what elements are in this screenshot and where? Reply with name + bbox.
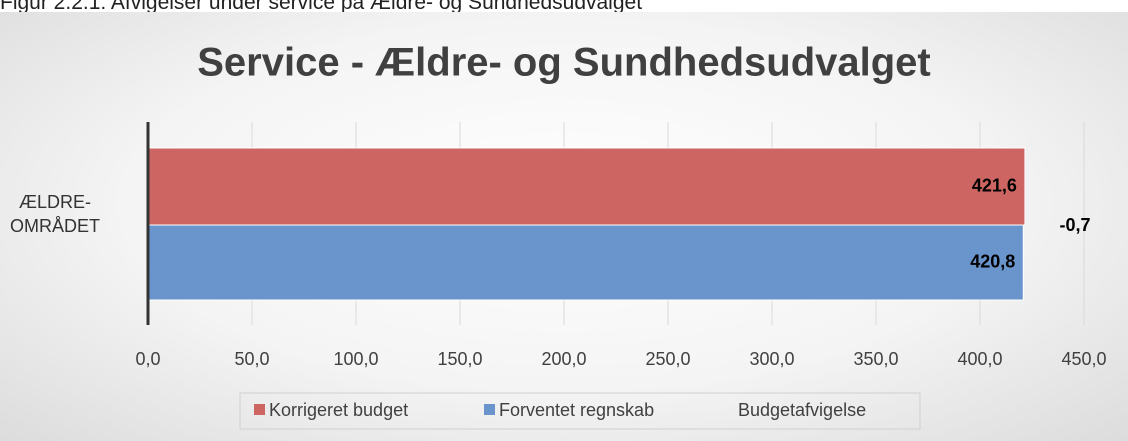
- x-tick-label: 300,0: [749, 349, 794, 369]
- bar: [147, 147, 1026, 226]
- legend-box: [239, 392, 921, 430]
- legend-swatch: [254, 404, 265, 415]
- x-tick-label: 400,0: [957, 349, 1002, 369]
- category-label: ÆLDRE-OMRÅDET: [10, 192, 100, 236]
- caption: Figur 2.2.1: Afvigelser under service på…: [0, 0, 643, 14]
- chart-title: Service - Ældre- og Sundhedsudvalget: [197, 41, 930, 85]
- data-label: 420,8: [970, 251, 1015, 271]
- x-tick-label: 0,0: [135, 349, 160, 369]
- legend-label: Budgetafvigelse: [738, 400, 866, 420]
- x-tick-label: 150,0: [437, 349, 482, 369]
- x-tick-label: 250,0: [645, 349, 690, 369]
- legend-label: Forventet regnskab: [499, 400, 654, 420]
- x-tick-label: 200,0: [541, 349, 586, 369]
- legend-label: Korrigeret budget: [269, 400, 408, 420]
- x-tick-label: 450,0: [1061, 349, 1106, 369]
- x-tick-label: 50,0: [234, 349, 269, 369]
- x-tick-label: 350,0: [853, 349, 898, 369]
- bar: [147, 224, 1024, 301]
- legend-swatch: [484, 404, 495, 415]
- x-tick-label: 100,0: [333, 349, 378, 369]
- data-label: 421,6: [972, 175, 1017, 195]
- data-label: -0,7: [1059, 215, 1090, 235]
